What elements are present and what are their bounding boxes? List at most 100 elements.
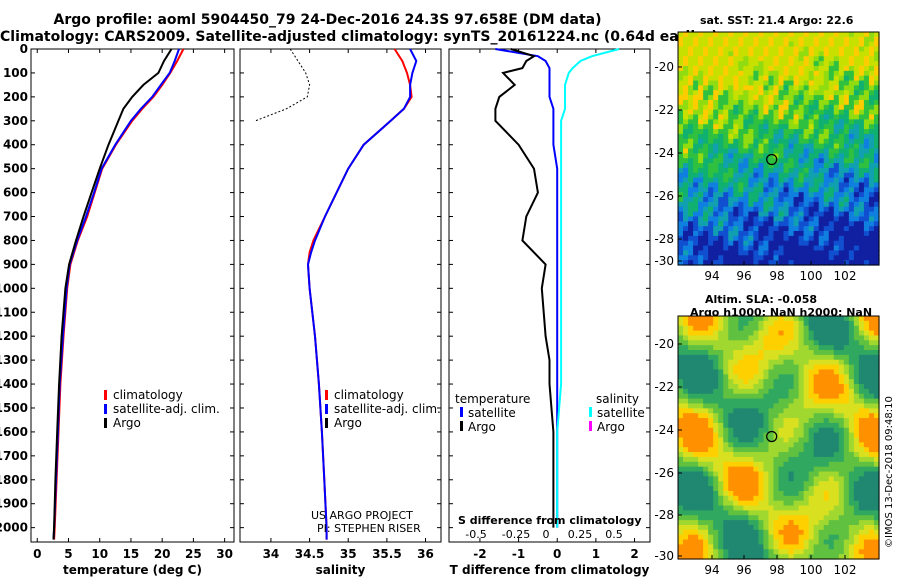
map-cell [833,403,840,409]
map-cell [778,211,785,218]
map-cell [788,534,795,541]
map-cell [783,452,790,458]
map-cell [833,182,840,188]
map-cell [733,427,739,434]
map-cell [863,437,870,443]
map-cell [803,447,810,453]
map-cell [868,206,875,213]
map-cell [858,452,865,458]
map-cell [723,129,729,135]
map-cell [723,316,729,322]
map-cell [853,325,860,332]
map-cell [808,138,815,145]
map-cell [748,153,754,159]
map-cell [793,192,800,198]
map-cell [728,510,734,516]
map-cell [813,408,820,414]
map-cell [813,46,820,53]
map-cell [823,167,830,174]
map-cell [853,384,860,390]
map-cell [848,369,855,375]
map-cell [843,437,850,443]
map-cell [803,403,810,409]
map-cell [728,109,734,116]
map-cell [723,452,729,458]
map-cell [803,46,810,53]
map-lat-label: -28 [654,508,674,522]
map-cell [813,124,820,130]
map-cell [683,197,689,203]
map-cell [688,99,694,106]
map-cell [678,206,684,213]
map-cell [688,226,694,232]
map-cell [688,520,694,526]
map-cell [733,398,739,405]
map-cell [733,374,739,380]
map-cell [803,129,810,135]
map-cell [803,330,810,337]
map-cell [833,240,840,247]
map-cell [768,388,775,395]
map-cell [718,350,724,356]
map-cell [828,418,835,424]
map-cell [743,345,749,351]
map-cell [793,133,800,140]
map-cell [858,51,865,57]
map-cell [803,56,810,62]
map-cell [768,245,775,252]
map-cell [858,95,865,101]
map-cell [873,510,880,516]
map-cell [748,260,754,266]
map-cell [683,379,689,385]
map-cell [783,70,790,77]
map-cell [733,75,739,82]
legend-swatch [589,407,592,417]
map-cell [843,177,850,184]
map-cell [788,476,795,482]
map-cell [758,505,765,511]
map-cell [763,393,770,400]
map-cell [858,466,865,473]
x-tick-label: 25 [185,547,202,561]
map-cell [758,109,765,116]
map-cell [788,240,795,247]
map-cell [798,95,805,101]
map-cell [873,554,880,560]
map-cell [873,206,880,213]
map-cell [833,51,840,57]
map-cell [828,335,835,341]
map-cell [798,529,805,536]
map-cell [788,80,795,86]
map-cell [703,325,709,332]
map-cell [793,456,800,463]
map-cell [783,153,790,159]
map-cell [793,520,800,526]
map-cell [838,99,845,106]
map-cell [678,529,684,536]
map-cell [853,481,860,487]
map-cell [778,510,785,516]
map-cell [738,56,744,62]
map-cell [843,41,850,48]
map-cell [798,413,805,419]
map-cell [688,369,694,375]
map-cell [763,340,770,346]
map-cell [848,172,855,179]
map-cell [848,549,855,555]
map-cell [843,539,850,546]
map-cell [763,456,770,463]
map-cell [858,476,865,482]
map-cell [833,255,840,261]
map-cell [753,505,760,511]
map-cell [693,486,699,492]
map-cell [868,231,875,237]
map-cell [748,250,754,256]
map-cell [788,95,795,101]
map-cell [853,345,860,351]
map-cell [688,510,694,516]
map-cell [758,65,765,72]
map-cell [713,32,719,38]
map-cell [723,177,729,184]
map-cell [748,36,754,43]
map-cell [738,413,744,419]
